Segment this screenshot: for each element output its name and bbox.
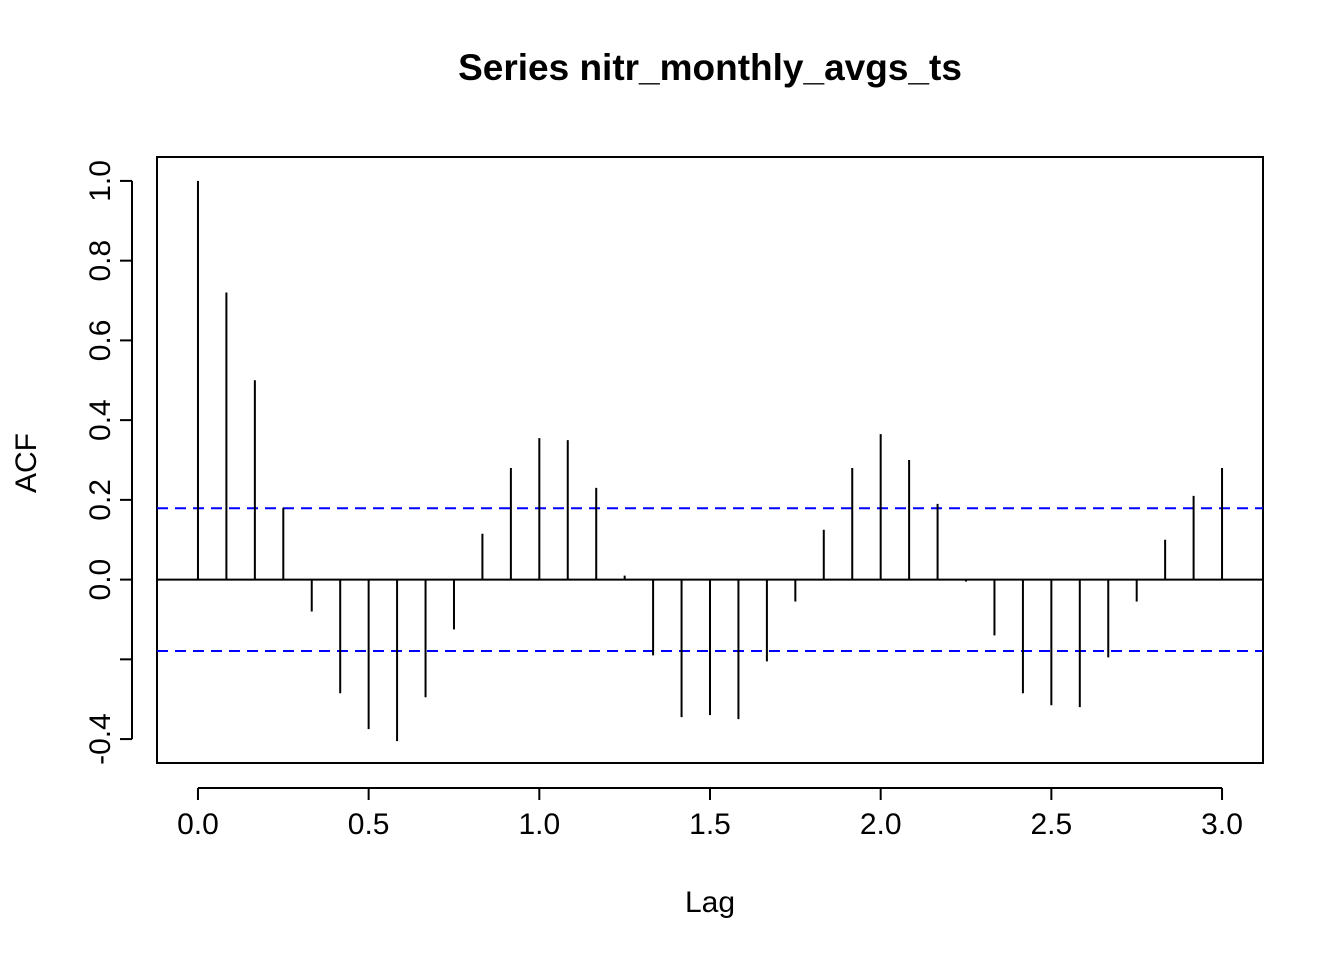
- plot-frame: [156, 156, 1264, 764]
- y-axis-label: ACF: [10, 433, 43, 493]
- y-tick-label: 1.0: [84, 160, 117, 202]
- x-tick-label: 2.0: [860, 808, 902, 841]
- chart-marks: 0.0 0.5 1.0 1.5 2.0 2.5 3.0 -0.4 0.0 0.2 0.4 0.6 0.8…: [84, 156, 1264, 841]
- x-tick-label: 0.5: [348, 808, 390, 841]
- x-axis-label: Lag: [685, 886, 735, 919]
- x-tick-label: 3.0: [1201, 808, 1243, 841]
- x-tick-label: 1.0: [518, 808, 560, 841]
- chart-title: Series nitr_monthly_avgs_ts: [458, 47, 962, 88]
- y-tick-label: 0.8: [84, 240, 117, 282]
- y-tick-label: -0.4: [84, 713, 117, 765]
- x-tick-label: 2.5: [1030, 808, 1072, 841]
- y-tick-label: 0.2: [84, 479, 117, 521]
- x-tick-label: 1.5: [689, 808, 731, 841]
- y-tick-label: 0.4: [84, 399, 117, 441]
- x-tick-label: 0.0: [177, 808, 219, 841]
- y-tick-label: 0.6: [84, 320, 117, 362]
- y-tick-label: 0.0: [84, 559, 117, 601]
